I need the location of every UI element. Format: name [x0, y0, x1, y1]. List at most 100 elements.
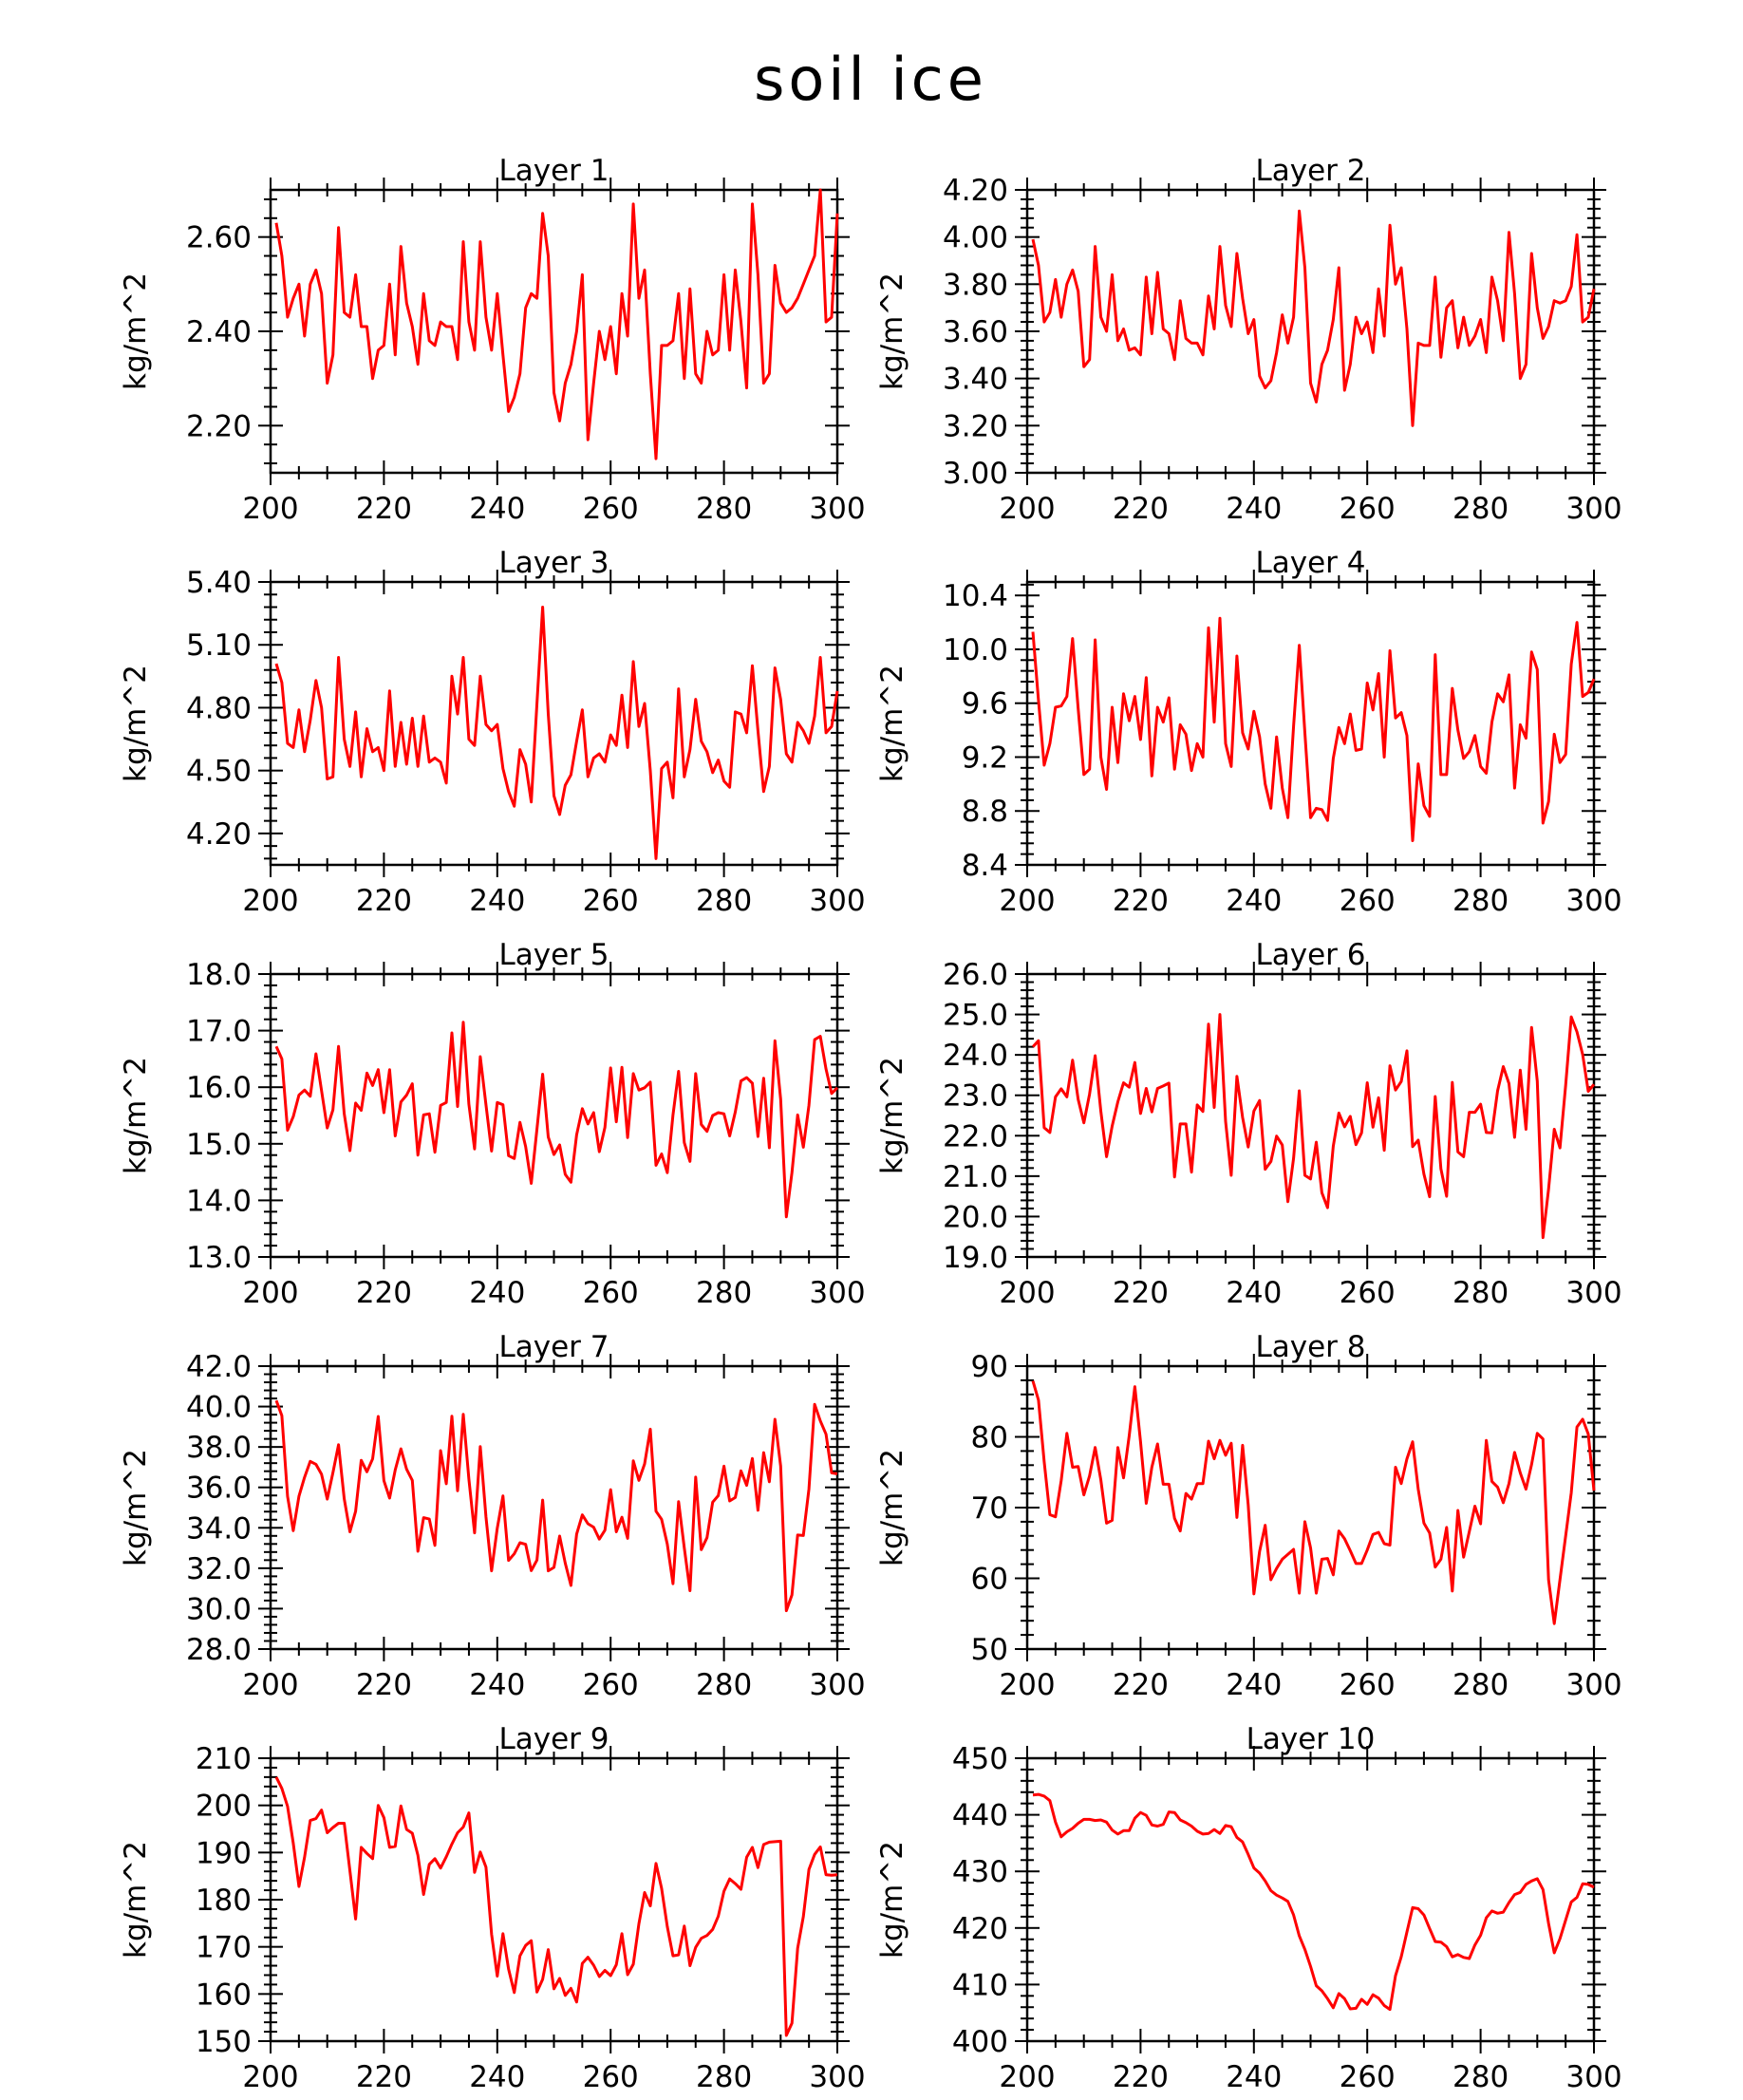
chart-panel-3: Layer 3 200 220 240 260 280 300 4.20 4.50 4.80 5.1… [119, 546, 866, 918]
y-tick-label: 8.4 [962, 849, 1008, 883]
y-tick-label: 150 [196, 2025, 252, 2059]
x-tick-label: 240 [1226, 1276, 1282, 1310]
series-line [274, 188, 839, 460]
y-tick-label: 9.6 [962, 687, 1008, 722]
x-tick-label: 200 [999, 1276, 1055, 1310]
y-tick-label: 80 [971, 1421, 1008, 1455]
y-tick-label: 3.80 [943, 268, 1008, 302]
x-tick-label: 260 [1340, 1276, 1396, 1310]
y-axis-label: kg/m^2 [875, 1057, 909, 1174]
y-tick-label: 4.80 [186, 691, 252, 725]
y-tick-label: 10.0 [943, 633, 1008, 667]
y-tick-label: 170 [196, 1931, 252, 1965]
x-tick-label: 260 [1340, 492, 1396, 526]
series-line [1031, 616, 1596, 842]
panel-title: Layer 6 [1255, 938, 1365, 972]
x-tick-label: 260 [583, 1668, 639, 1702]
x-tick-label: 220 [356, 2060, 412, 2094]
x-tick-label: 200 [999, 884, 1055, 918]
x-tick-label: 240 [1226, 2060, 1282, 2094]
y-axis-label: kg/m^2 [875, 665, 909, 782]
x-tick-label: 280 [1452, 492, 1509, 526]
y-tick-label: 400 [952, 2025, 1008, 2059]
x-tick-label: 200 [242, 884, 298, 918]
x-tick-label: 300 [809, 1668, 865, 1702]
x-tick-label: 240 [469, 492, 525, 526]
x-tick-label: 220 [356, 1668, 412, 1702]
y-axis-label: kg/m^2 [875, 1841, 909, 1959]
x-tick-label: 260 [583, 1276, 639, 1310]
y-tick-label: 50 [971, 1633, 1008, 1667]
x-tick-label: 280 [1452, 1668, 1509, 1702]
y-tick-label: 3.60 [943, 315, 1008, 349]
series-line [274, 606, 839, 860]
x-tick-label: 220 [356, 492, 412, 526]
y-tick-label: 30.0 [186, 1592, 252, 1626]
y-axis-label: kg/m^2 [119, 1449, 153, 1566]
x-tick-label: 220 [356, 1276, 412, 1310]
x-tick-label: 240 [1226, 1668, 1282, 1702]
x-tick-label: 200 [242, 1276, 298, 1310]
x-tick-label: 280 [696, 1668, 752, 1702]
x-tick-label: 260 [1340, 1668, 1396, 1702]
x-tick-label: 240 [1226, 492, 1282, 526]
y-tick-label: 180 [196, 1884, 252, 1918]
x-tick-label: 220 [1113, 492, 1169, 526]
x-tick-label: 280 [696, 492, 752, 526]
chart-panel-4: Layer 4 200 220 240 260 280 300 8.4 8.8 9.2 9.6 10.… [875, 546, 1622, 918]
y-tick-label: 4.20 [186, 817, 252, 852]
y-tick-label: 8.8 [962, 795, 1008, 829]
x-tick-label: 280 [1452, 884, 1509, 918]
x-tick-label: 260 [583, 884, 639, 918]
y-tick-label: 210 [196, 1742, 252, 1776]
figure-title: soil ice [754, 45, 987, 114]
x-tick-label: 280 [1452, 2060, 1509, 2094]
y-tick-label: 5.10 [186, 628, 252, 663]
x-tick-label: 300 [809, 1276, 865, 1310]
y-tick-label: 17.0 [186, 1015, 252, 1049]
x-tick-label: 300 [1565, 2060, 1621, 2094]
y-tick-label: 10.4 [943, 579, 1008, 613]
series-line [274, 1776, 838, 2037]
x-tick-label: 220 [1113, 1668, 1169, 1702]
x-tick-label: 260 [583, 2060, 639, 2094]
panel-title: Layer 3 [498, 546, 609, 580]
y-tick-label: 42.0 [186, 1350, 252, 1384]
y-tick-label: 70 [971, 1491, 1008, 1526]
x-tick-label: 220 [1113, 1276, 1169, 1310]
series-line [1032, 1792, 1595, 2012]
x-tick-label: 200 [999, 1668, 1055, 1702]
series-line [1031, 209, 1596, 427]
x-tick-label: 240 [469, 1668, 525, 1702]
series-line [274, 1021, 839, 1219]
x-tick-label: 300 [809, 884, 865, 918]
series-line [1031, 1013, 1596, 1240]
y-tick-label: 22.0 [943, 1119, 1008, 1153]
y-axis-label: kg/m^2 [875, 272, 909, 390]
y-tick-label: 3.20 [943, 409, 1008, 443]
x-tick-label: 200 [242, 492, 298, 526]
y-tick-label: 13.0 [186, 1241, 252, 1275]
y-tick-label: 420 [952, 1912, 1008, 1946]
x-tick-label: 280 [696, 884, 752, 918]
y-tick-label: 38.0 [186, 1431, 252, 1465]
x-tick-label: 220 [1113, 884, 1169, 918]
x-tick-label: 240 [469, 884, 525, 918]
y-tick-label: 2.60 [186, 221, 252, 255]
y-tick-label: 4.20 [943, 174, 1008, 208]
x-tick-label: 300 [809, 2060, 865, 2094]
y-tick-label: 160 [196, 1978, 252, 2012]
x-tick-label: 260 [1340, 2060, 1396, 2094]
x-tick-label: 300 [1565, 884, 1621, 918]
chart-panel-5: Layer 5 200 220 240 260 280 300 13.0 14.0 15.0 16.… [119, 938, 866, 1310]
chart-panel-9: Layer 9 200 220 240 260 280 300 150 160 170 180 190… [119, 1722, 866, 2094]
x-tick-label: 300 [809, 492, 865, 526]
y-tick-label: 3.40 [943, 363, 1008, 397]
y-tick-label: 32.0 [186, 1552, 252, 1586]
y-tick-label: 23.0 [943, 1079, 1008, 1114]
panel-title: Layer 4 [1255, 546, 1365, 580]
y-tick-label: 3.00 [943, 457, 1008, 491]
y-tick-label: 60 [971, 1563, 1008, 1597]
